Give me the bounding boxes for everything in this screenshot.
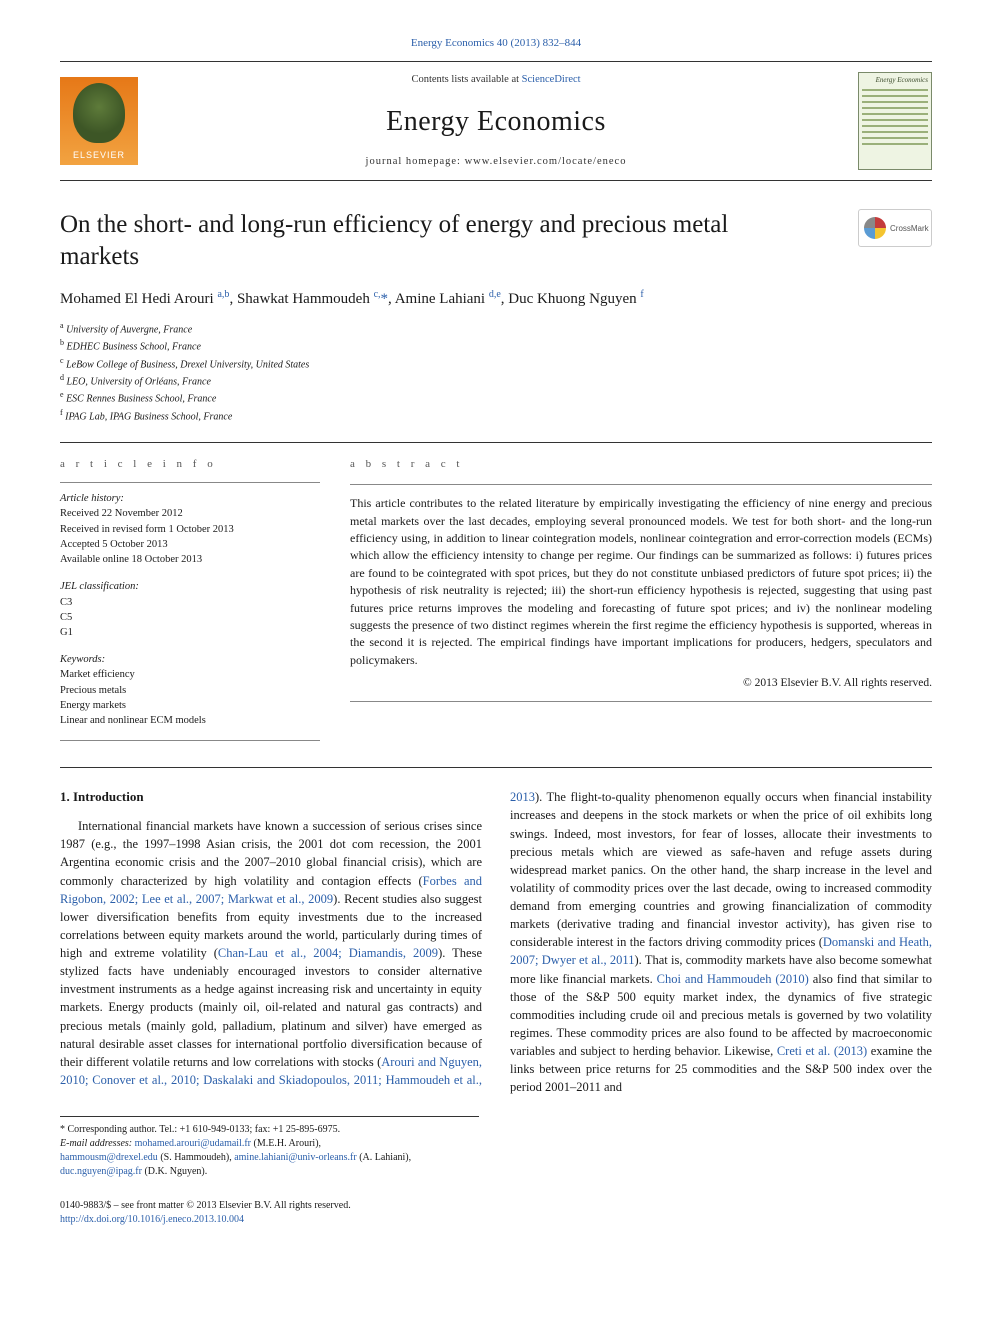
author-inline-name: (D.K. Nguyen). — [142, 1166, 207, 1177]
article-title: On the short- and long-run efficiency of… — [60, 209, 800, 272]
journal-name: Energy Economics — [386, 102, 606, 141]
crossmark-button[interactable]: CrossMark — [858, 209, 932, 247]
section-heading: 1. Introduction — [60, 788, 482, 807]
email-link[interactable]: hammousm@drexel.edu — [60, 1152, 158, 1163]
email-link[interactable]: duc.nguyen@ipag.fr — [60, 1166, 142, 1177]
divider — [60, 740, 320, 741]
divider — [60, 442, 932, 443]
history-label: Article history: — [60, 491, 320, 506]
keyword: Energy markets — [60, 698, 320, 713]
body-text: ). The flight-to-quality phenomenon equa… — [510, 790, 932, 949]
crossmark-icon — [864, 217, 886, 239]
keyword: Market efficiency — [60, 667, 320, 682]
affiliations: a University of Auvergne, Franceb EDHEC … — [60, 320, 932, 424]
jel-code: C3 — [60, 595, 320, 610]
corresponding-author-footnote: * Corresponding author. Tel.: +1 610-949… — [60, 1116, 479, 1179]
contents-prefix: Contents lists available at — [411, 74, 521, 85]
abstract-text: This article contributes to the related … — [350, 495, 932, 669]
elsevier-logo: ELSEVIER — [60, 77, 138, 165]
keywords-label: Keywords: — [60, 652, 320, 667]
history-item: Received in revised form 1 October 2013 — [60, 522, 320, 537]
page-footer: 0140-9883/$ – see front matter © 2013 El… — [60, 1199, 479, 1227]
body-text: International financial markets have kno… — [60, 819, 482, 887]
citation-link[interactable]: Creti et al. (2013) — [777, 1044, 867, 1058]
keywords: Keywords: Market efficiency Precious met… — [60, 652, 320, 728]
journal-homepage[interactable]: journal homepage: www.elsevier.com/locat… — [366, 155, 627, 170]
front-matter-line: 0140-9883/$ – see front matter © 2013 El… — [60, 1199, 351, 1213]
jel-code: G1 — [60, 625, 320, 640]
divider — [60, 482, 320, 483]
journal-banner: ELSEVIER Contents lists available at Sci… — [60, 61, 932, 181]
email-link[interactable]: amine.lahiani@univ-orleans.fr — [234, 1152, 357, 1163]
article-info-heading: a r t i c l e i n f o — [60, 457, 320, 472]
keyword: Precious metals — [60, 683, 320, 698]
email-link[interactable]: mohamed.arouri@udamail.fr — [135, 1138, 251, 1149]
abstract-heading: a b s t r a c t — [350, 457, 932, 472]
journal-cover-thumb[interactable]: Energy Economics — [858, 72, 932, 170]
crossmark-label: CrossMark — [890, 223, 929, 234]
journal-ref-link[interactable]: Energy Economics 40 (2013) 832–844 — [60, 36, 932, 51]
divider — [60, 767, 932, 768]
contents-line: Contents lists available at ScienceDirec… — [411, 73, 580, 88]
citation-link[interactable]: Chan-Lau et al., 2004; Diamandis, 2009 — [218, 946, 438, 960]
keyword: Linear and nonlinear ECM models — [60, 713, 320, 728]
cover-title: Energy Economics — [862, 76, 928, 86]
citation-link[interactable]: Choi and Hammoudeh (2010) — [657, 972, 809, 986]
jel-code: C5 — [60, 610, 320, 625]
history-item: Received 22 November 2012 — [60, 506, 320, 521]
sciencedirect-link[interactable]: ScienceDirect — [522, 74, 581, 85]
email-label: E-mail addresses: — [60, 1138, 135, 1149]
author-inline-name: (S. Hammoudeh), — [158, 1152, 234, 1163]
abstract-copyright: © 2013 Elsevier B.V. All rights reserved… — [350, 675, 932, 691]
history-item: Accepted 5 October 2013 — [60, 537, 320, 552]
author-inline-name: (M.E.H. Arouri), — [251, 1138, 321, 1149]
publisher-name: ELSEVIER — [73, 149, 125, 162]
divider — [350, 701, 932, 702]
divider — [350, 484, 932, 485]
body-text: ). These stylized facts have undeniably … — [60, 946, 482, 1051]
corr-author-line: * Corresponding author. Tel.: +1 610-949… — [60, 1123, 479, 1137]
authors-line: Mohamed El Hedi Arouri a,b, Shawkat Hamm… — [60, 288, 932, 310]
doi-link[interactable]: http://dx.doi.org/10.1016/j.eneco.2013.1… — [60, 1213, 351, 1227]
elsevier-tree-icon — [73, 83, 125, 143]
body-paragraph: International financial markets have kno… — [60, 788, 932, 1096]
history-item: Available online 18 October 2013 — [60, 552, 320, 567]
article-history: Article history: Received 22 November 20… — [60, 491, 320, 567]
jel-label: JEL classification: — [60, 579, 320, 594]
jel-classification: JEL classification: C3 C5 G1 — [60, 579, 320, 640]
body-columns: 1. Introduction International financial … — [60, 788, 932, 1096]
author-inline-name: (A. Lahiani), — [357, 1152, 411, 1163]
